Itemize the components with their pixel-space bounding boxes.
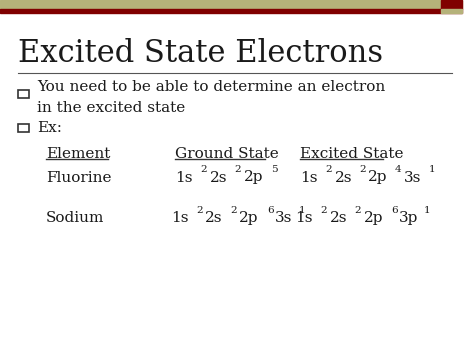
Text: 2s: 2s [330,211,347,225]
Bar [18,124,28,132]
Text: 6: 6 [392,206,398,215]
Text: 1s: 1s [300,170,318,185]
Text: Excited State: Excited State [300,147,403,162]
Text: in the excited state: in the excited state [37,101,185,115]
Text: 3p: 3p [399,211,419,225]
Text: 1: 1 [299,206,306,215]
Text: 2p: 2p [368,170,388,185]
Text: 1s: 1s [171,211,188,225]
Text: 2s: 2s [205,211,223,225]
Text: 2: 2 [196,206,203,215]
Text: 1: 1 [428,165,435,174]
Bar [0,0,462,9]
Text: Fluorine: Fluorine [46,170,112,185]
Text: 2p: 2p [239,211,259,225]
Text: 1: 1 [424,206,430,215]
Text: 2p: 2p [364,211,383,225]
Text: 2: 2 [230,206,237,215]
Text: 3s: 3s [274,211,292,225]
Text: Ground State: Ground State [175,147,279,162]
Text: Ex:: Ex: [37,121,62,135]
Bar [0,9,462,13]
Text: 2s: 2s [210,170,228,185]
Text: 2s: 2s [335,170,352,185]
Text: 1s: 1s [295,211,313,225]
Text: Sodium: Sodium [46,211,105,225]
Text: 2: 2 [325,165,332,174]
Text: 4: 4 [395,165,401,174]
Bar [441,0,462,9]
Text: Element: Element [46,147,110,162]
Text: 2p: 2p [244,170,263,185]
Text: Excited State Electrons: Excited State Electrons [18,38,383,69]
Bar [18,90,28,98]
Text: 6: 6 [267,206,273,215]
Text: 2: 2 [321,206,328,215]
Text: 5: 5 [272,165,278,174]
Text: You need to be able to determine an electron: You need to be able to determine an elec… [37,80,385,94]
Text: 2: 2 [359,165,366,174]
Text: 2: 2 [235,165,241,174]
Text: 3s: 3s [404,170,421,185]
Bar [441,9,462,13]
Text: 2: 2 [355,206,361,215]
Text: 1s: 1s [175,170,193,185]
Text: 2: 2 [201,165,208,174]
